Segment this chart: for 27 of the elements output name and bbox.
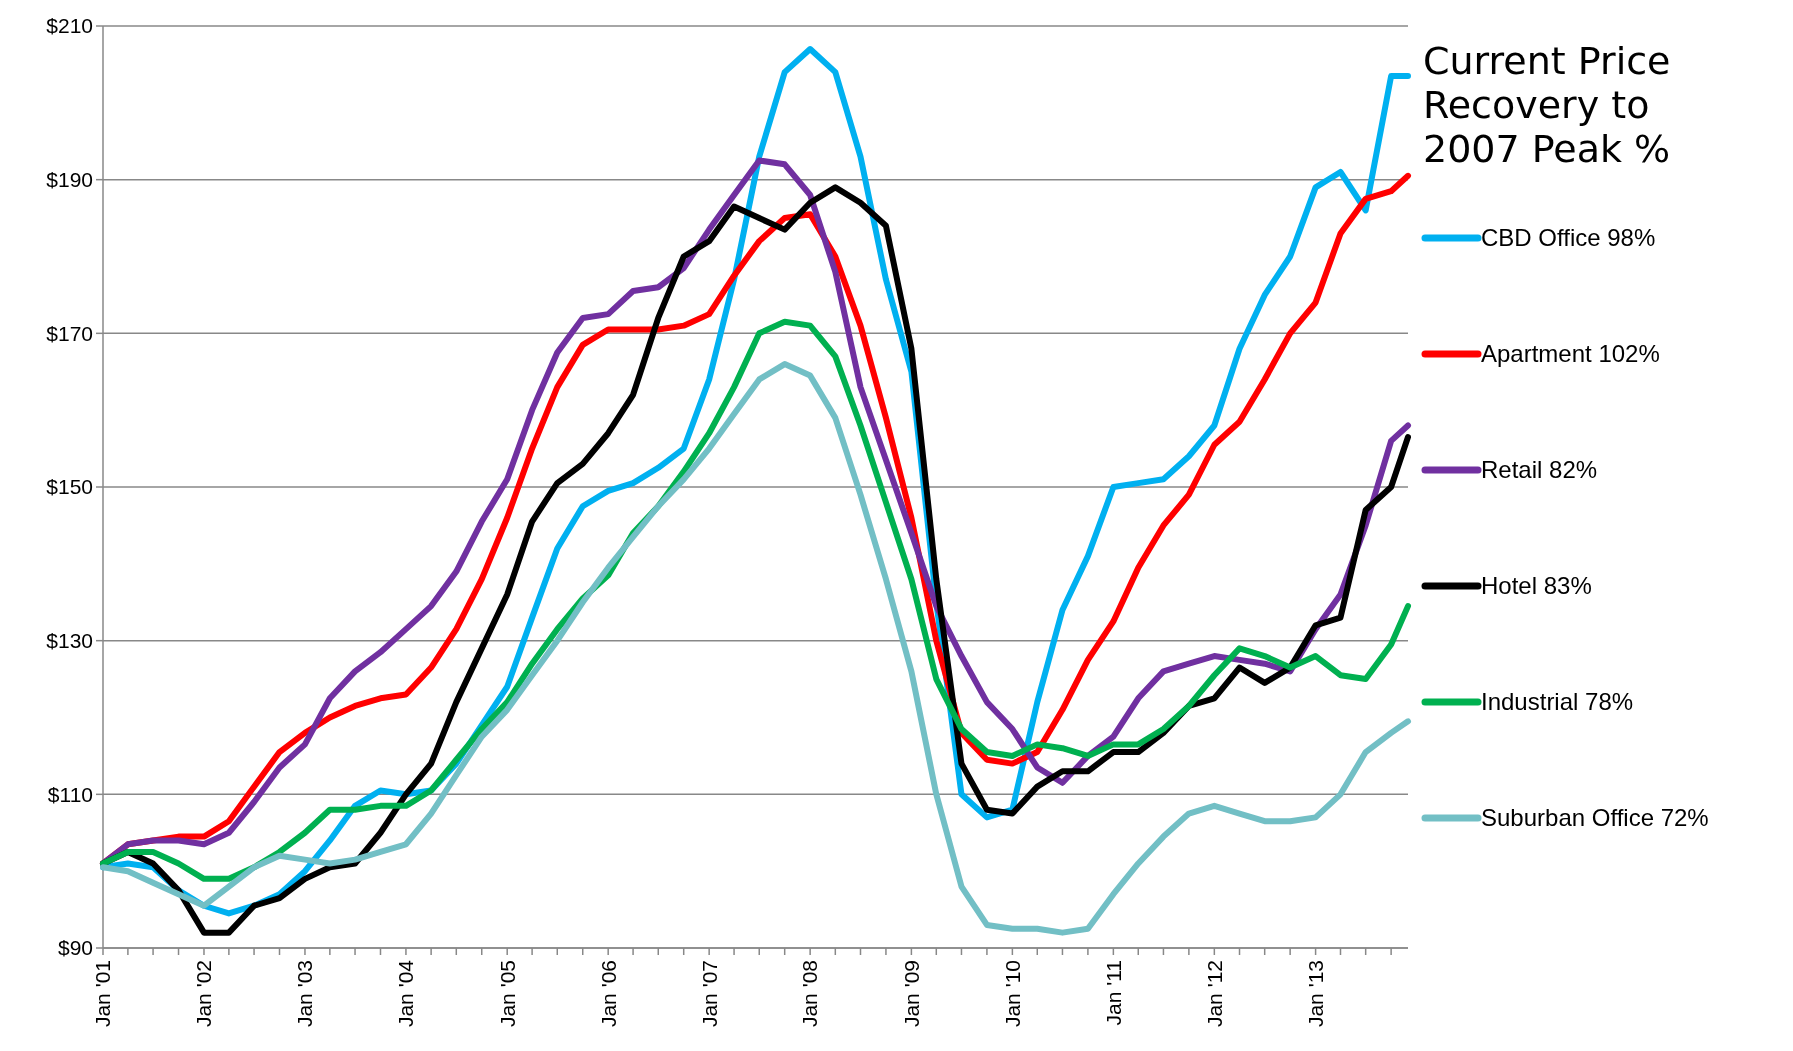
x-tick-label: Jan '05 <box>495 960 519 1028</box>
x-tick-label: Jan '06 <box>596 960 620 1028</box>
y-tick-label: $150 <box>46 475 93 499</box>
x-tick-label: Jan '04 <box>394 959 418 1028</box>
legend-label: Retail 82% <box>1481 456 1598 484</box>
x-tick-label: Jan '03 <box>293 960 317 1028</box>
x-tick-label: Jan '09 <box>899 960 923 1028</box>
y-tick-label: $110 <box>47 782 93 806</box>
legend-title: Current Price Recovery to 2007 Peak % <box>1423 39 1671 171</box>
x-tick-label: Jan '08 <box>798 960 822 1028</box>
x-tick-label: Jan '11 <box>1101 960 1125 1026</box>
x-tick-label: Jan '13 <box>1303 960 1327 1028</box>
y-tick-label: $210 <box>46 14 93 38</box>
y-tick-label: $170 <box>46 321 93 345</box>
x-tick-label: Jan '02 <box>192 960 216 1028</box>
x-tick-label: Jan '12 <box>1202 960 1226 1028</box>
x-tick-label: Jan '07 <box>697 960 721 1028</box>
legend-label: Hotel 83% <box>1481 572 1592 600</box>
y-tick-label: $90 <box>57 936 93 960</box>
legend-label: Industrial 78% <box>1481 688 1634 716</box>
x-tick-label: Jan '01 <box>91 960 115 1028</box>
x-tick-label: Jan '10 <box>1000 960 1024 1028</box>
y-tick-label: $130 <box>46 629 93 653</box>
y-tick-label: $190 <box>46 168 93 192</box>
legend-label: Apartment 102% <box>1481 340 1660 368</box>
legend-label: CBD Office 98% <box>1481 224 1656 252</box>
legend-label: Suburban Office 72% <box>1481 804 1709 832</box>
